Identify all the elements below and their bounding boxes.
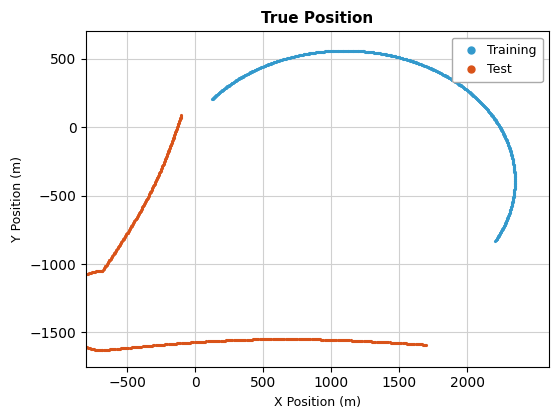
Test [139, 205, 146, 210]
Legend: Training, Test: Training, Test [452, 38, 543, 82]
Test [157, 342, 164, 347]
Test [423, 342, 430, 347]
Training [492, 239, 499, 244]
Test [73, 337, 80, 342]
Title: True Position: True Position [262, 11, 374, 26]
Test [178, 113, 185, 118]
Training [318, 49, 325, 54]
Line: Training: Training [211, 49, 516, 243]
Test [264, 337, 270, 342]
Line: Test: Test [61, 113, 428, 352]
Training [342, 48, 348, 53]
Training [469, 92, 475, 97]
Test [208, 339, 215, 344]
X-axis label: X Position (m): X Position (m) [274, 396, 361, 409]
Training [507, 147, 514, 152]
Training [414, 61, 421, 66]
Y-axis label: Y Position (m): Y Position (m) [11, 156, 24, 242]
Training [491, 117, 498, 122]
Training [279, 57, 286, 62]
Training [209, 97, 216, 102]
Test [99, 348, 106, 353]
Test [114, 247, 120, 252]
